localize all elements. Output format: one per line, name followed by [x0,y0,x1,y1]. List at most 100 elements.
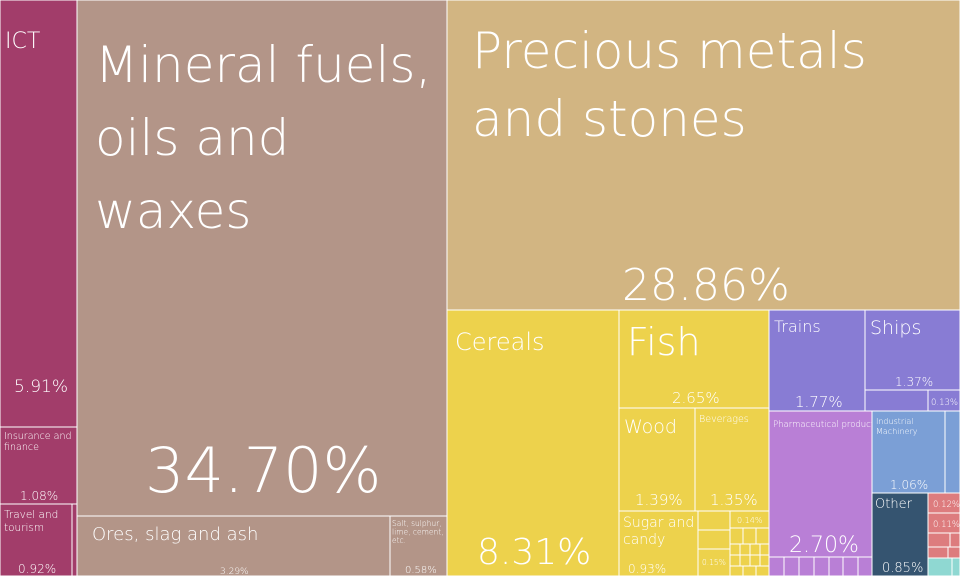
treemap-tile-minor-31 [951,557,960,576]
treemap-tile-minor-16 [729,565,744,576]
treemap-tile-fish: Fish 2.65% [618,309,770,409]
treemap-tile-minor-3 [697,510,731,531]
tile-value-label: 0.93% [628,562,666,576]
tile-name-label: Fish [627,320,701,364]
tile-rect [0,426,78,505]
tile-rect [697,548,731,576]
treemap-tile-minor-10 [749,543,761,556]
treemap-tile-minor-2 [944,410,960,494]
treemap-tile-minor-18 [755,565,770,576]
tile-value-label: 8.31% [477,532,591,573]
tile-name-label: Salt, sulphur, lime, cement, etc. [392,519,444,545]
treemap-tile-minor-29 [947,546,960,559]
tile-value-label: 1.39% [635,491,683,509]
treemap-tile-wood: Wood 1.39% [618,407,696,512]
treemap-tile-ships: Ships 1.37% [864,309,960,391]
tile-value-label: 2.70% [789,533,859,558]
tile-rect [76,515,391,576]
tile-value-label: 5.91% [14,377,68,397]
treemap-tile-precious-metals-and-stones: Precious metals and stones 28.86% [446,0,960,311]
tile-rect [871,410,946,494]
tile-rect [768,410,873,558]
tile-name-label: Insurance and finance [4,431,72,453]
tile-name-label: Cereals [455,328,545,356]
tile-value-label: 1.77% [795,393,843,411]
treemap-tile-item-13: 0.14% [729,510,770,529]
tile-name-label: Pharmaceutical products [773,420,879,430]
treemap-tile-minor-28 [927,546,949,559]
treemap-tile-minor-12 [729,554,741,567]
treemap-tile-minor-20 [783,556,800,576]
tile-name-label: Travel and tourism [4,509,58,534]
tile-value-label: 1.35% [710,491,758,509]
treemap-tile-minor-13 [739,554,751,567]
treemap-tile-minor-22 [813,556,830,576]
treemap-tile-item-21: 0.11% [927,512,960,534]
tile-name-label: Precious metals and stones [472,22,867,148]
tile-value-label: 0.15% [702,558,726,567]
tile-rect [618,309,770,409]
tile-name-label: Beverages [699,414,749,425]
tile-rect [927,512,960,534]
tile-name-label: Industrial Machinery [876,417,918,436]
treemap-tile-trains: Trains 1.77% [768,309,866,412]
treemap-tile-minor-21 [798,556,815,576]
treemap-tile-minor-17 [742,565,757,576]
treemap-tile-salt-sulphur-lime-cement-etc: Salt, sulphur, lime, cement, etc. 0.58% [389,515,448,576]
tile-value-label: 0.11% [933,520,960,530]
tile-rect [618,510,699,576]
treemap-tile-ores-slag-and-ash: Ores, slag and ash 3.29% [76,515,391,576]
treemap-tile-minor-27 [949,532,960,548]
tile-value-label: 0.58% [405,565,437,576]
treemap-tile-item-16: 0.13% [927,389,960,412]
tile-name-label: Wood [624,416,677,438]
treemap-tile-travel-and-tourism: Travel and tourism 0.92% [0,503,73,576]
tile-name-label: Ships [870,317,921,339]
tile-value-label: 0.92% [18,562,56,576]
treemap-tile-minor-25 [857,556,873,576]
tile-value-label: 2.65% [672,389,720,407]
treemap-tile-mineral-fuels-oils-and-waxes: Mineral fuels, oils and waxes 34.70% [76,0,448,517]
treemap-tile-minor-19 [768,556,785,576]
tile-name-label: Ores, slag and ash [92,524,258,545]
treemap-tile-other: Other 0.85% [871,492,929,576]
tile-rect [389,515,448,576]
treemap-tile-minor-24 [842,556,859,576]
tile-name-label: Mineral fuels, oils and waxes [95,36,431,240]
tile-value-label: 3.29% [220,567,249,576]
tile-rect [0,0,78,428]
tile-value-label: 1.06% [890,478,928,492]
treemap-tile-minor-8 [729,543,741,556]
treemap-tile-insurance-and-finance: Insurance and finance 1.08% [0,426,78,505]
tile-name-label: Sugar and candy [623,515,694,548]
treemap-tile-minor-15 [759,554,770,567]
tile-rect [0,503,73,576]
tile-name-label: Trains [774,317,821,336]
treemap-tile-minor-1 [864,389,929,412]
treemap-tile-beverages: Beverages 1.35% [694,407,770,512]
tile-value-label: 34.70% [145,434,381,507]
treemap-tile-ict: ICT 5.91% [0,0,78,428]
treemap-tile-minor-7 [755,527,770,545]
tile-value-label: 0.14% [737,516,762,525]
treemap-tile-sugar-and-candy: Sugar and candy 0.93% [618,510,699,576]
treemap-tile-minor-6 [742,527,757,545]
treemap-tile-item-12: 0.15% [697,548,731,576]
tile-value-label: 1.08% [20,489,58,503]
tile-value-label: 28.86% [622,260,790,311]
treemap-tile-minor-5 [729,527,744,545]
treemap-tile-minor-26 [927,532,951,548]
treemap-tile-minor-0 [71,503,78,576]
tile-rect [871,492,929,576]
tile-rect [76,0,448,517]
tile-value-label: 1.37% [895,375,933,389]
treemap-tile-minor-9 [739,543,751,556]
tile-name-label: Other [875,497,913,512]
tile-rect [446,0,960,311]
tile-name-label: ICT [5,29,40,54]
treemap-tile-item-20: 0.12% [927,492,960,514]
tile-value-label: 0.85% [882,561,923,576]
treemap-tile-minor-11 [759,543,770,556]
tile-rect [864,309,960,391]
